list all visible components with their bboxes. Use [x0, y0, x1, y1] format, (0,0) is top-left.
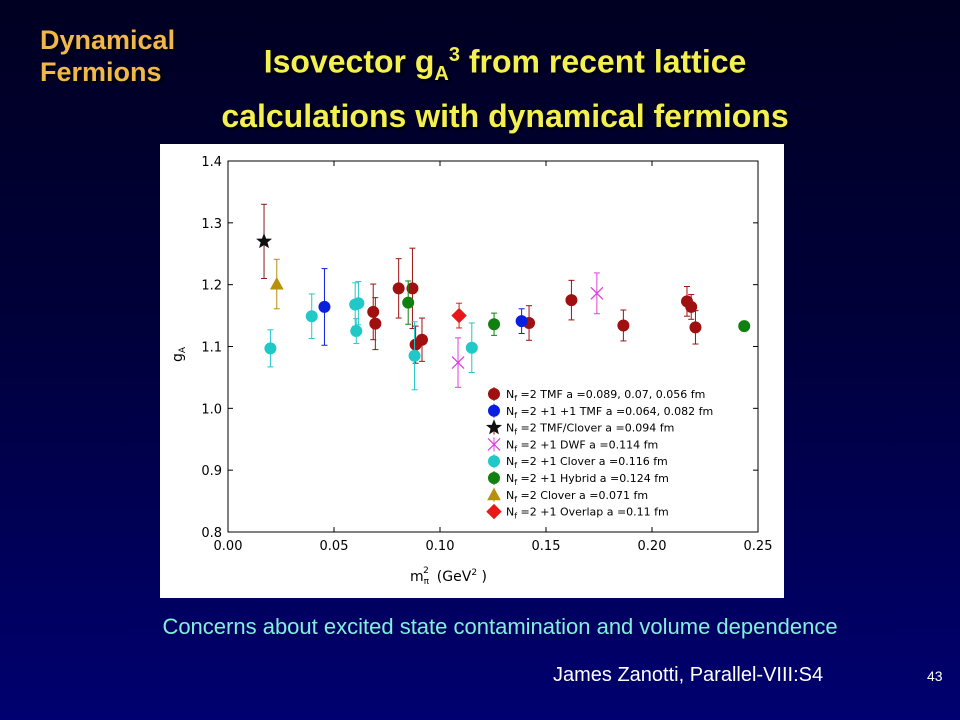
x-tick-label: 0.20: [638, 539, 667, 554]
footnote: Concerns about excited state contaminati…: [162, 614, 838, 639]
data-point: [256, 232, 273, 249]
chart-panel: 0.00 0.05 0.10 0.15 0.20 0.25 0.8 0.9 1.0 1.1 1.2 1…: [160, 144, 784, 598]
y-tick-label: 0.8: [201, 526, 222, 541]
data-point: [408, 349, 421, 362]
legend-entry-4: Nf =2 +1 Clover a =0.116 fm: [488, 454, 668, 470]
corner-label-line1: Dynamical: [40, 25, 176, 55]
legend-entry-3: Nf =2 +1 DWF a =0.114 fm: [487, 437, 658, 453]
series-1: [318, 268, 528, 346]
legend-label: Nf =2 +1 Hybrid a =0.124 fm: [506, 472, 669, 487]
x-axis-label: mπ2 (GeV2 ): [410, 566, 487, 587]
legend-entry-1: Nf =2 +1 +1 TMF a =0.064, 0.082 fm: [488, 403, 713, 420]
y-tick-label: 1.4: [201, 155, 222, 170]
legend-label: Nf =2 +1 Overlap a =0.11 fm: [506, 506, 669, 521]
data-point: [488, 318, 501, 331]
legend-label: Nf =2 TMF a =0.089, 0.07, 0.056 fm: [506, 388, 705, 403]
data-point: [738, 320, 751, 333]
data-point: [590, 286, 604, 300]
data-point: [685, 300, 698, 313]
title-line1: Isovector gA3 from recent lattice: [180, 34, 830, 95]
data-point: [402, 296, 415, 309]
author-credit: James Zanotti, Parallel-VIII:S4: [553, 664, 824, 686]
series-3: [451, 272, 604, 388]
series-7: [451, 302, 467, 329]
data-point: [415, 333, 428, 346]
data-point: [617, 319, 630, 332]
data-point: [318, 300, 331, 313]
title-line1-pre: Isovector g: [263, 43, 435, 80]
data-point: [565, 294, 578, 307]
legend-entry-0: Nf =2 TMF a =0.089, 0.07, 0.056 fm: [488, 387, 705, 403]
series-4: [264, 281, 478, 391]
legend-marker: [488, 455, 500, 468]
legend-marker: [488, 388, 500, 400]
series-6: [269, 258, 284, 310]
data-point: [451, 356, 465, 370]
legend-entry-7: Nf =2 +1 Overlap a =0.11 fm: [486, 503, 669, 521]
legend-label: Nf =2 +1 +1 TMF a =0.064, 0.082 fm: [506, 405, 713, 420]
data-point: [305, 310, 318, 323]
title-subscript: A: [434, 63, 449, 86]
x-tick-label: 0.25: [744, 539, 773, 554]
y-tick-label: 1.2: [201, 279, 222, 294]
legend-marker: [487, 487, 501, 501]
legend-marker: [487, 437, 501, 451]
data-point: [451, 307, 467, 324]
data-point: [367, 305, 380, 318]
data-point: [269, 277, 284, 290]
data-point: [350, 325, 363, 338]
data-point: [406, 282, 419, 295]
page-number: 43: [927, 668, 943, 684]
x-tick-label: 0.00: [214, 539, 243, 554]
legend-label: Nf =2 TMF/Clover a =0.094 fm: [506, 422, 674, 437]
y-tick-label: 1.0: [201, 402, 222, 417]
slide-title: Isovector gA3 from recent lattice calcul…: [180, 34, 830, 137]
legend-entry-6: Nf =2 Clover a =0.071 fm: [487, 487, 648, 504]
x-tick-label: 0.10: [426, 539, 455, 554]
legend-label: Nf =2 +1 Clover a =0.116 fm: [506, 455, 668, 470]
y-tick-label: 1.1: [201, 341, 222, 356]
legend-entry-5: Nf =2 +1 Hybrid a =0.124 fm: [488, 471, 669, 487]
legend-marker: [485, 419, 503, 435]
legend-label: Nf =2 +1 DWF a =0.114 fm: [506, 438, 658, 453]
data-point: [689, 321, 702, 334]
legend-marker: [488, 404, 500, 417]
y-tick-label: 0.9: [201, 464, 222, 479]
data-point: [369, 317, 382, 330]
data-point: [392, 282, 405, 295]
data-point: [515, 315, 528, 328]
title-superscript: 3: [448, 44, 460, 66]
legend-entry-2: Nf =2 TMF/Clover a =0.094 fm: [485, 419, 674, 437]
y-axis-label: gA: [170, 346, 188, 362]
data-point: [465, 341, 478, 354]
corner-label-line2: Fermions: [40, 57, 162, 87]
legend-marker: [488, 472, 500, 484]
legend-label: Nf =2 Clover a =0.071 fm: [506, 489, 648, 504]
series-0: [367, 247, 702, 364]
title-line1-post: from recent lattice: [459, 43, 747, 80]
legend-marker: [486, 503, 502, 520]
series-5: [402, 280, 751, 336]
series-2: [256, 203, 273, 279]
title-line2: calculations with dynamical fermions: [221, 98, 789, 135]
x-tick-label: 0.05: [320, 539, 349, 554]
data-point: [352, 297, 365, 310]
corner-label: Dynamical Fermions: [40, 24, 210, 88]
y-tick-label: 1.3: [201, 217, 222, 232]
scatter-chart: 0.00 0.05 0.10 0.15 0.20 0.25 0.8 0.9 1.0 1.1 1.2 1…: [170, 155, 773, 587]
data-point: [264, 342, 277, 355]
x-tick-label: 0.15: [532, 539, 561, 554]
